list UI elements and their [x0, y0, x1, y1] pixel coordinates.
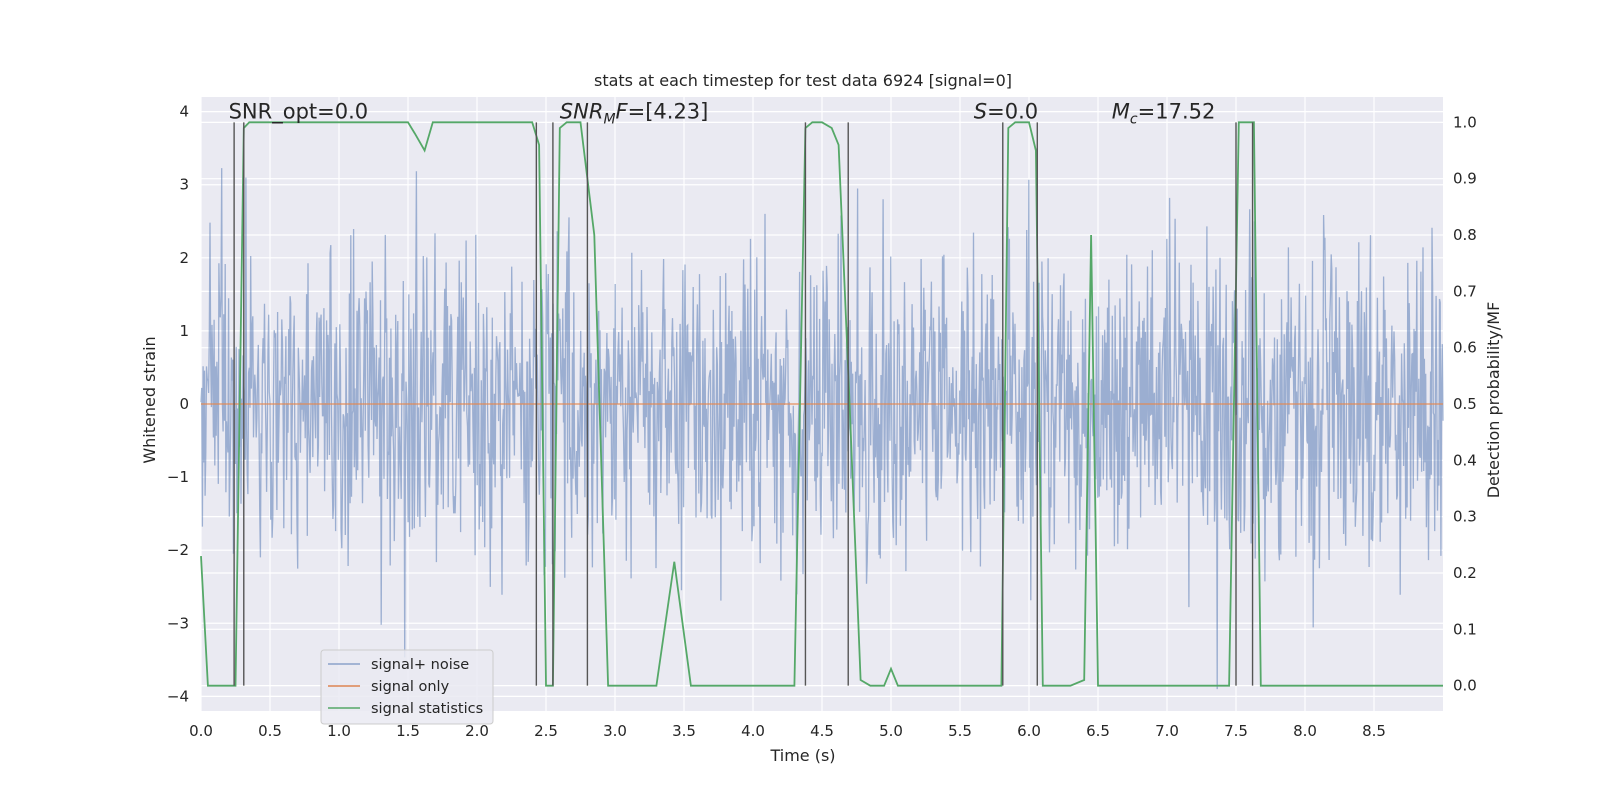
x-tick-label: 8.5 — [1362, 722, 1386, 740]
y2-tick-label: 0.3 — [1453, 508, 1477, 526]
x-tick-label: 8.0 — [1293, 722, 1317, 740]
y-axis-left: −4 −3 −2 −1 0 1 2 3 4 — [167, 103, 189, 706]
x-tick-label: 2.0 — [465, 722, 489, 740]
annotation-text: Mc=17.52 — [1112, 100, 1216, 128]
x-tick-label: 4.5 — [810, 722, 834, 740]
x-tick-label: 2.5 — [534, 722, 558, 740]
y2-tick-label: 0.5 — [1453, 395, 1477, 413]
legend: signal+ noise signal only signal statist… — [320, 649, 494, 725]
x-tick-label: 3.5 — [672, 722, 696, 740]
y-tick-label: −3 — [167, 614, 189, 632]
annotation-text: SNR_opt=0.0 — [229, 100, 369, 125]
x-tick-label: 7.5 — [1224, 722, 1248, 740]
annotation-text: SNRMF=[4.23] — [560, 100, 709, 128]
y-tick-label: 4 — [179, 103, 189, 121]
y2-tick-label: 0.1 — [1453, 620, 1477, 638]
x-tick-label: 7.0 — [1155, 722, 1179, 740]
y2-tick-label: 0.0 — [1453, 677, 1477, 695]
y-tick-label: −1 — [167, 468, 189, 486]
x-tick-label: 5.0 — [879, 722, 903, 740]
y-tick-label: 2 — [179, 249, 189, 267]
x-tick-label: 0.5 — [258, 722, 282, 740]
y2-tick-label: 0.2 — [1453, 564, 1477, 582]
y2-tick-label: 0.7 — [1453, 282, 1477, 300]
y2-tick-label: 0.8 — [1453, 226, 1477, 244]
x-tick-label: 5.5 — [948, 722, 972, 740]
series-line-signal-statistics — [200, 121, 1443, 687]
x-tick-label: 1.0 — [327, 722, 351, 740]
y-tick-label: −4 — [167, 687, 189, 705]
annotation-text: S=0.0 — [974, 100, 1038, 124]
y2-tick-label: 0.9 — [1453, 170, 1477, 188]
legend-label-signal: signal only — [371, 679, 450, 695]
y-axis-right: 0.0 0.1 0.2 0.3 0.4 0.5 0.6 0.7 0.8 0.9 1.0 — [1453, 113, 1477, 694]
y2-tick-label: 0.4 — [1453, 451, 1477, 469]
legend-box — [320, 649, 494, 725]
chart-title: stats at each timestep for test data 692… — [594, 71, 1012, 90]
x-tick-label: 6.0 — [1017, 722, 1041, 740]
x-tick-label: 0.0 — [189, 722, 213, 740]
legend-label-noise: signal+ noise — [371, 657, 469, 673]
x-axis-label: Time (s) — [769, 746, 835, 765]
y-axis-label: Whitened strain — [140, 336, 159, 463]
y2-tick-label: 0.6 — [1453, 339, 1477, 357]
annotations: SNR_opt=0.0 SNRMF=[4.23] S=0.0 Mc=17.52 — [229, 100, 1216, 128]
legend-label-statistics: signal statistics — [371, 701, 483, 717]
y2-tick-label: 1.0 — [1453, 113, 1477, 131]
vertical-markers — [233, 122, 1254, 686]
y-tick-label: 3 — [179, 176, 189, 194]
x-tick-label: 6.5 — [1086, 722, 1110, 740]
x-tick-label: 4.0 — [741, 722, 765, 740]
y-tick-label: −2 — [167, 541, 189, 559]
x-axis: 0.0 0.5 1.0 1.5 2.0 2.5 3.0 3.5 4.0 4.5 5.0 5.5 6.0 6… — [189, 722, 1386, 740]
y-tick-label: 1 — [179, 322, 189, 340]
x-tick-label: 1.5 — [396, 722, 420, 740]
y2-axis-label: Detection probability/MF — [1484, 302, 1503, 499]
y-tick-label: 0 — [179, 395, 189, 413]
x-tick-label: 3.0 — [603, 722, 627, 740]
